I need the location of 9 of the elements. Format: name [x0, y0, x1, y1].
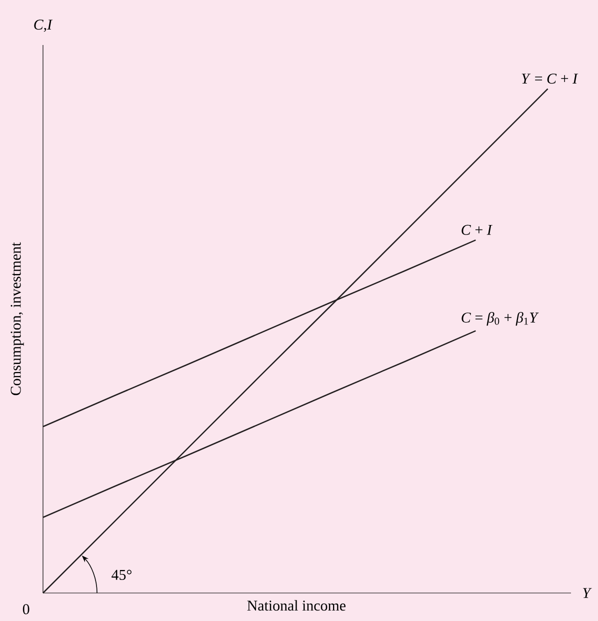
text: C,I [34, 20, 53, 32]
annotation: 45° [112, 570, 132, 580]
series-label: C + I [462, 224, 492, 235]
y-axis-title: Consumption, investment [10, 242, 24, 396]
series-label: C = β$_{0}$ + β$_{1}$Y [462, 312, 539, 326]
text: Y [583, 588, 592, 598]
series-label: Y = C + I [522, 74, 578, 84]
x-axis-title: National income [247, 600, 346, 611]
text: 0 [22, 604, 30, 614]
